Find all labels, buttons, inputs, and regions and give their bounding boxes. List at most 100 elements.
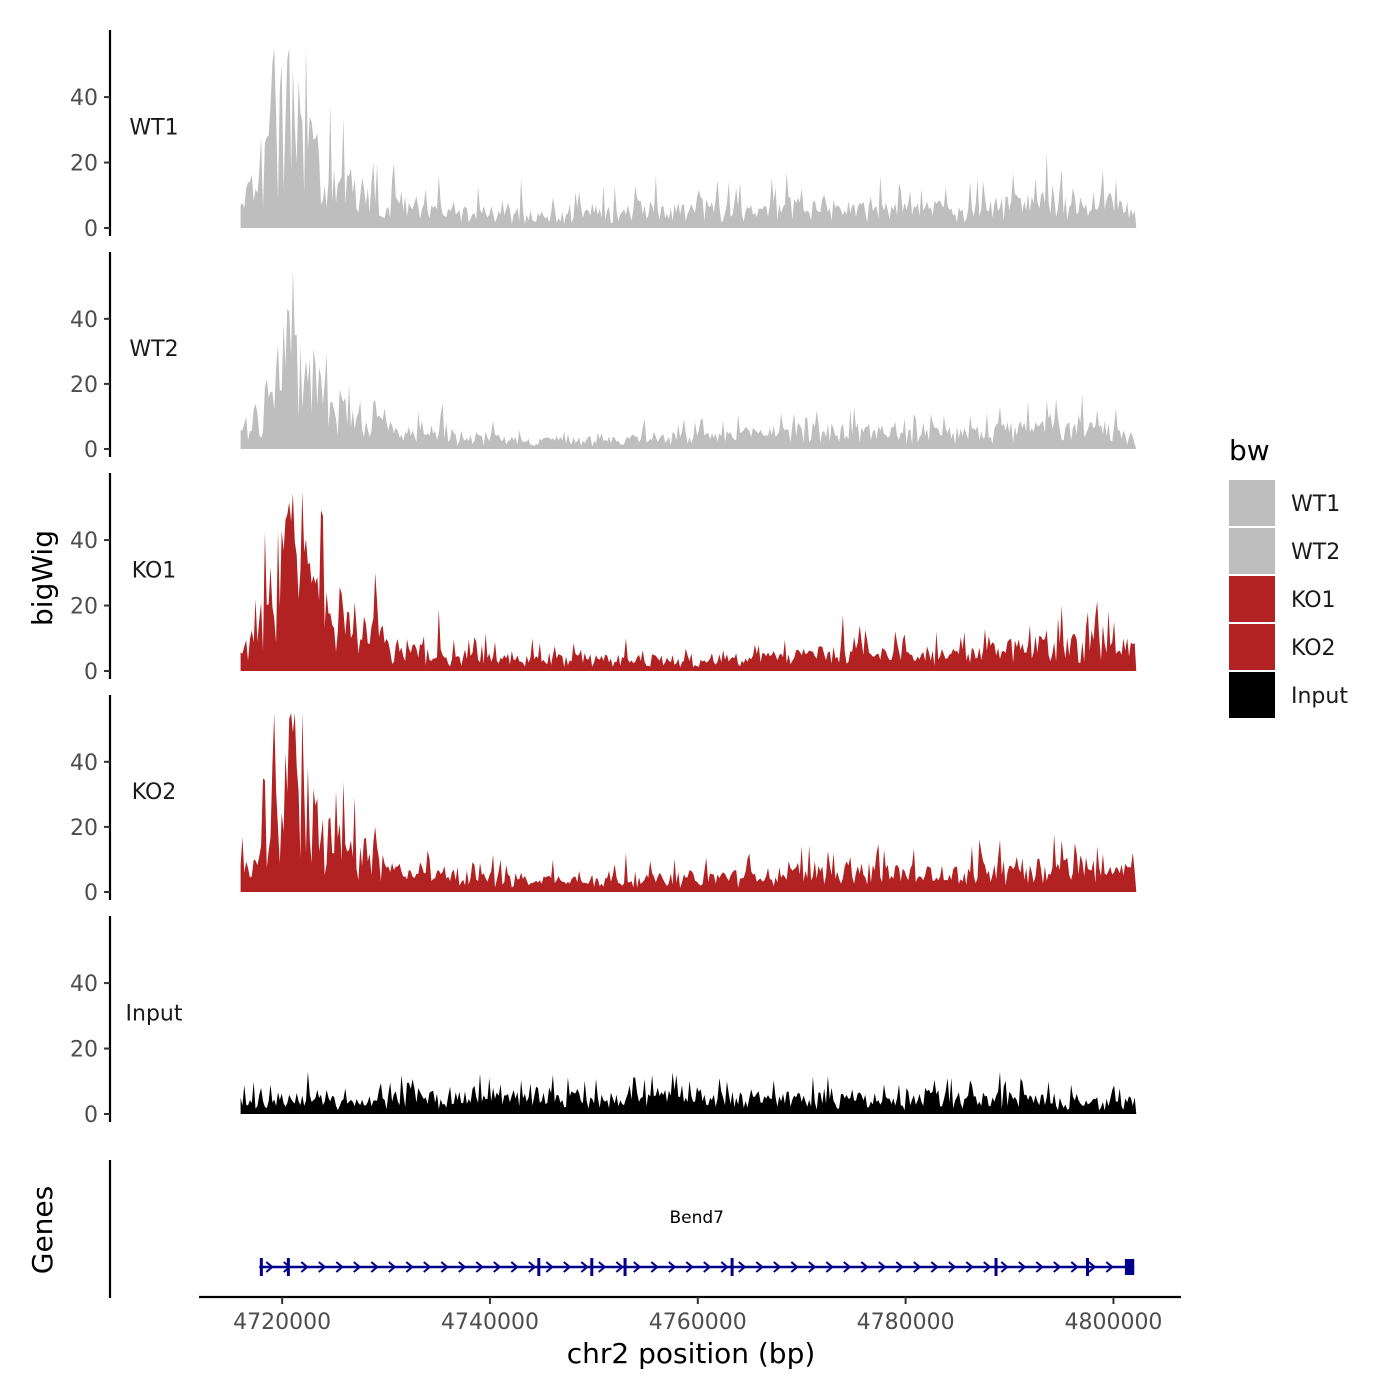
strand-arrow [685, 1261, 694, 1273]
strand-arrow [528, 1261, 537, 1273]
strand-arrow [860, 1261, 869, 1273]
strand-arrow [493, 1261, 502, 1273]
legend-title: bw [1229, 434, 1270, 467]
strand-arrow [1070, 1261, 1079, 1273]
legend-label: KO1 [1291, 588, 1336, 613]
legend-swatch [1229, 624, 1275, 670]
strand-arrow [1088, 1261, 1097, 1273]
y-tick-label: 40 [70, 529, 98, 554]
legend-label: WT2 [1291, 540, 1340, 565]
y-tick-label: 0 [84, 660, 98, 685]
coverage-area-ko2 [240, 713, 1137, 892]
strand-arrow [808, 1261, 817, 1273]
strand-arrow [265, 1261, 274, 1273]
legend-entry-input: Input [1229, 672, 1348, 718]
x-tick-label: 4780000 [857, 1310, 955, 1335]
strand-arrow [440, 1261, 449, 1273]
strand-arrow [930, 1261, 939, 1273]
legend-entry-ko2: KO2 [1229, 624, 1336, 670]
strand-arrow [878, 1261, 887, 1273]
y-tick-label: 0 [84, 881, 98, 906]
exon [1124, 1259, 1135, 1275]
y-tick-label: 20 [70, 595, 98, 620]
strand-arrow [615, 1261, 624, 1273]
strand-arrow [300, 1261, 309, 1273]
y-tick-label: 40 [70, 972, 98, 997]
strand-arrow [580, 1261, 589, 1273]
strand-arrow [790, 1261, 799, 1273]
y-tick-label: 20 [70, 152, 98, 177]
exon [590, 1258, 594, 1276]
strand-arrow [720, 1261, 729, 1273]
exon [286, 1258, 290, 1276]
y-tick-label: 20 [70, 1038, 98, 1063]
strand-arrow [370, 1261, 379, 1273]
strand-arrow [948, 1261, 957, 1273]
y-tick-label: 0 [84, 217, 98, 242]
gene-track: Bend7 [108, 1160, 1135, 1298]
strand-arrow [353, 1261, 362, 1273]
strand-arrow [510, 1261, 519, 1273]
strand-arrow [1053, 1261, 1062, 1273]
strand-arrow [1035, 1261, 1044, 1273]
strand-arrow [458, 1261, 467, 1273]
strand-arrow [738, 1261, 747, 1273]
strand-arrow [755, 1261, 764, 1273]
strand-arrow [668, 1261, 677, 1273]
strand-arrow [913, 1261, 922, 1273]
y-tick-label: 0 [84, 1103, 98, 1128]
strand-arrow [388, 1261, 397, 1273]
strand-arrow [965, 1261, 974, 1273]
y-tick-label: 20 [70, 816, 98, 841]
strand-arrow [843, 1261, 852, 1273]
x-axis-title: chr2 position (bp) [567, 1337, 816, 1370]
legend-label: Input [1291, 684, 1348, 709]
y-tick-label: 20 [70, 373, 98, 398]
y-tick-label: 40 [70, 751, 98, 776]
legend-label: KO2 [1291, 636, 1336, 661]
coverage-area-ko1 [240, 491, 1137, 671]
strand-arrow [895, 1261, 904, 1273]
track-label: Input [126, 1002, 183, 1027]
legend: bw WT1 WT2 KO1 KO2 Input [1229, 434, 1348, 718]
track-input: 0 20 40 Input [70, 916, 1137, 1128]
gene-track-title: Genes [26, 1186, 59, 1274]
coverage-area-wt2 [240, 270, 1137, 449]
x-tick-label: 4740000 [441, 1310, 539, 1335]
strand-arrow [1000, 1261, 1009, 1273]
track-label: KO2 [132, 780, 177, 805]
track-label: KO1 [132, 559, 177, 584]
strand-arrow [423, 1261, 432, 1273]
legend-swatch [1229, 576, 1275, 622]
x-axis: 4720000 4740000 4760000 4780000 4800000 [199, 1295, 1181, 1335]
strand-arrow [1105, 1261, 1114, 1273]
coverage-area-wt1 [240, 48, 1137, 228]
gene-bend7: Bend7 [259, 1208, 1135, 1276]
exon [994, 1258, 998, 1276]
strand-arrow [405, 1261, 414, 1273]
strand-arrow [773, 1261, 782, 1273]
exon [537, 1258, 541, 1276]
strand-arrow [318, 1261, 327, 1273]
strand-arrow [633, 1261, 642, 1273]
y-tick-label: 0 [84, 438, 98, 463]
track-wt1: 0 20 40 WT1 [70, 30, 1137, 242]
track-ko1: 0 20 40 KO1 [70, 473, 1137, 685]
exon [623, 1258, 627, 1276]
legend-entry-ko1: KO1 [1229, 576, 1336, 622]
strand-arrow [335, 1261, 344, 1273]
strand-arrow [545, 1261, 554, 1273]
legend-swatch [1229, 528, 1275, 574]
strand-arrow [563, 1261, 572, 1273]
y-axis-title: bigWig [26, 530, 59, 626]
exon [259, 1258, 263, 1276]
strand-arrow [475, 1261, 484, 1273]
track-ko2: 0 20 40 KO2 [70, 695, 1137, 906]
y-tick-label: 40 [70, 308, 98, 333]
strand-arrow [825, 1261, 834, 1273]
strand-arrow [650, 1261, 659, 1273]
y-tick-label: 40 [70, 86, 98, 111]
track-wt2: 0 20 40 WT2 [70, 252, 1137, 463]
